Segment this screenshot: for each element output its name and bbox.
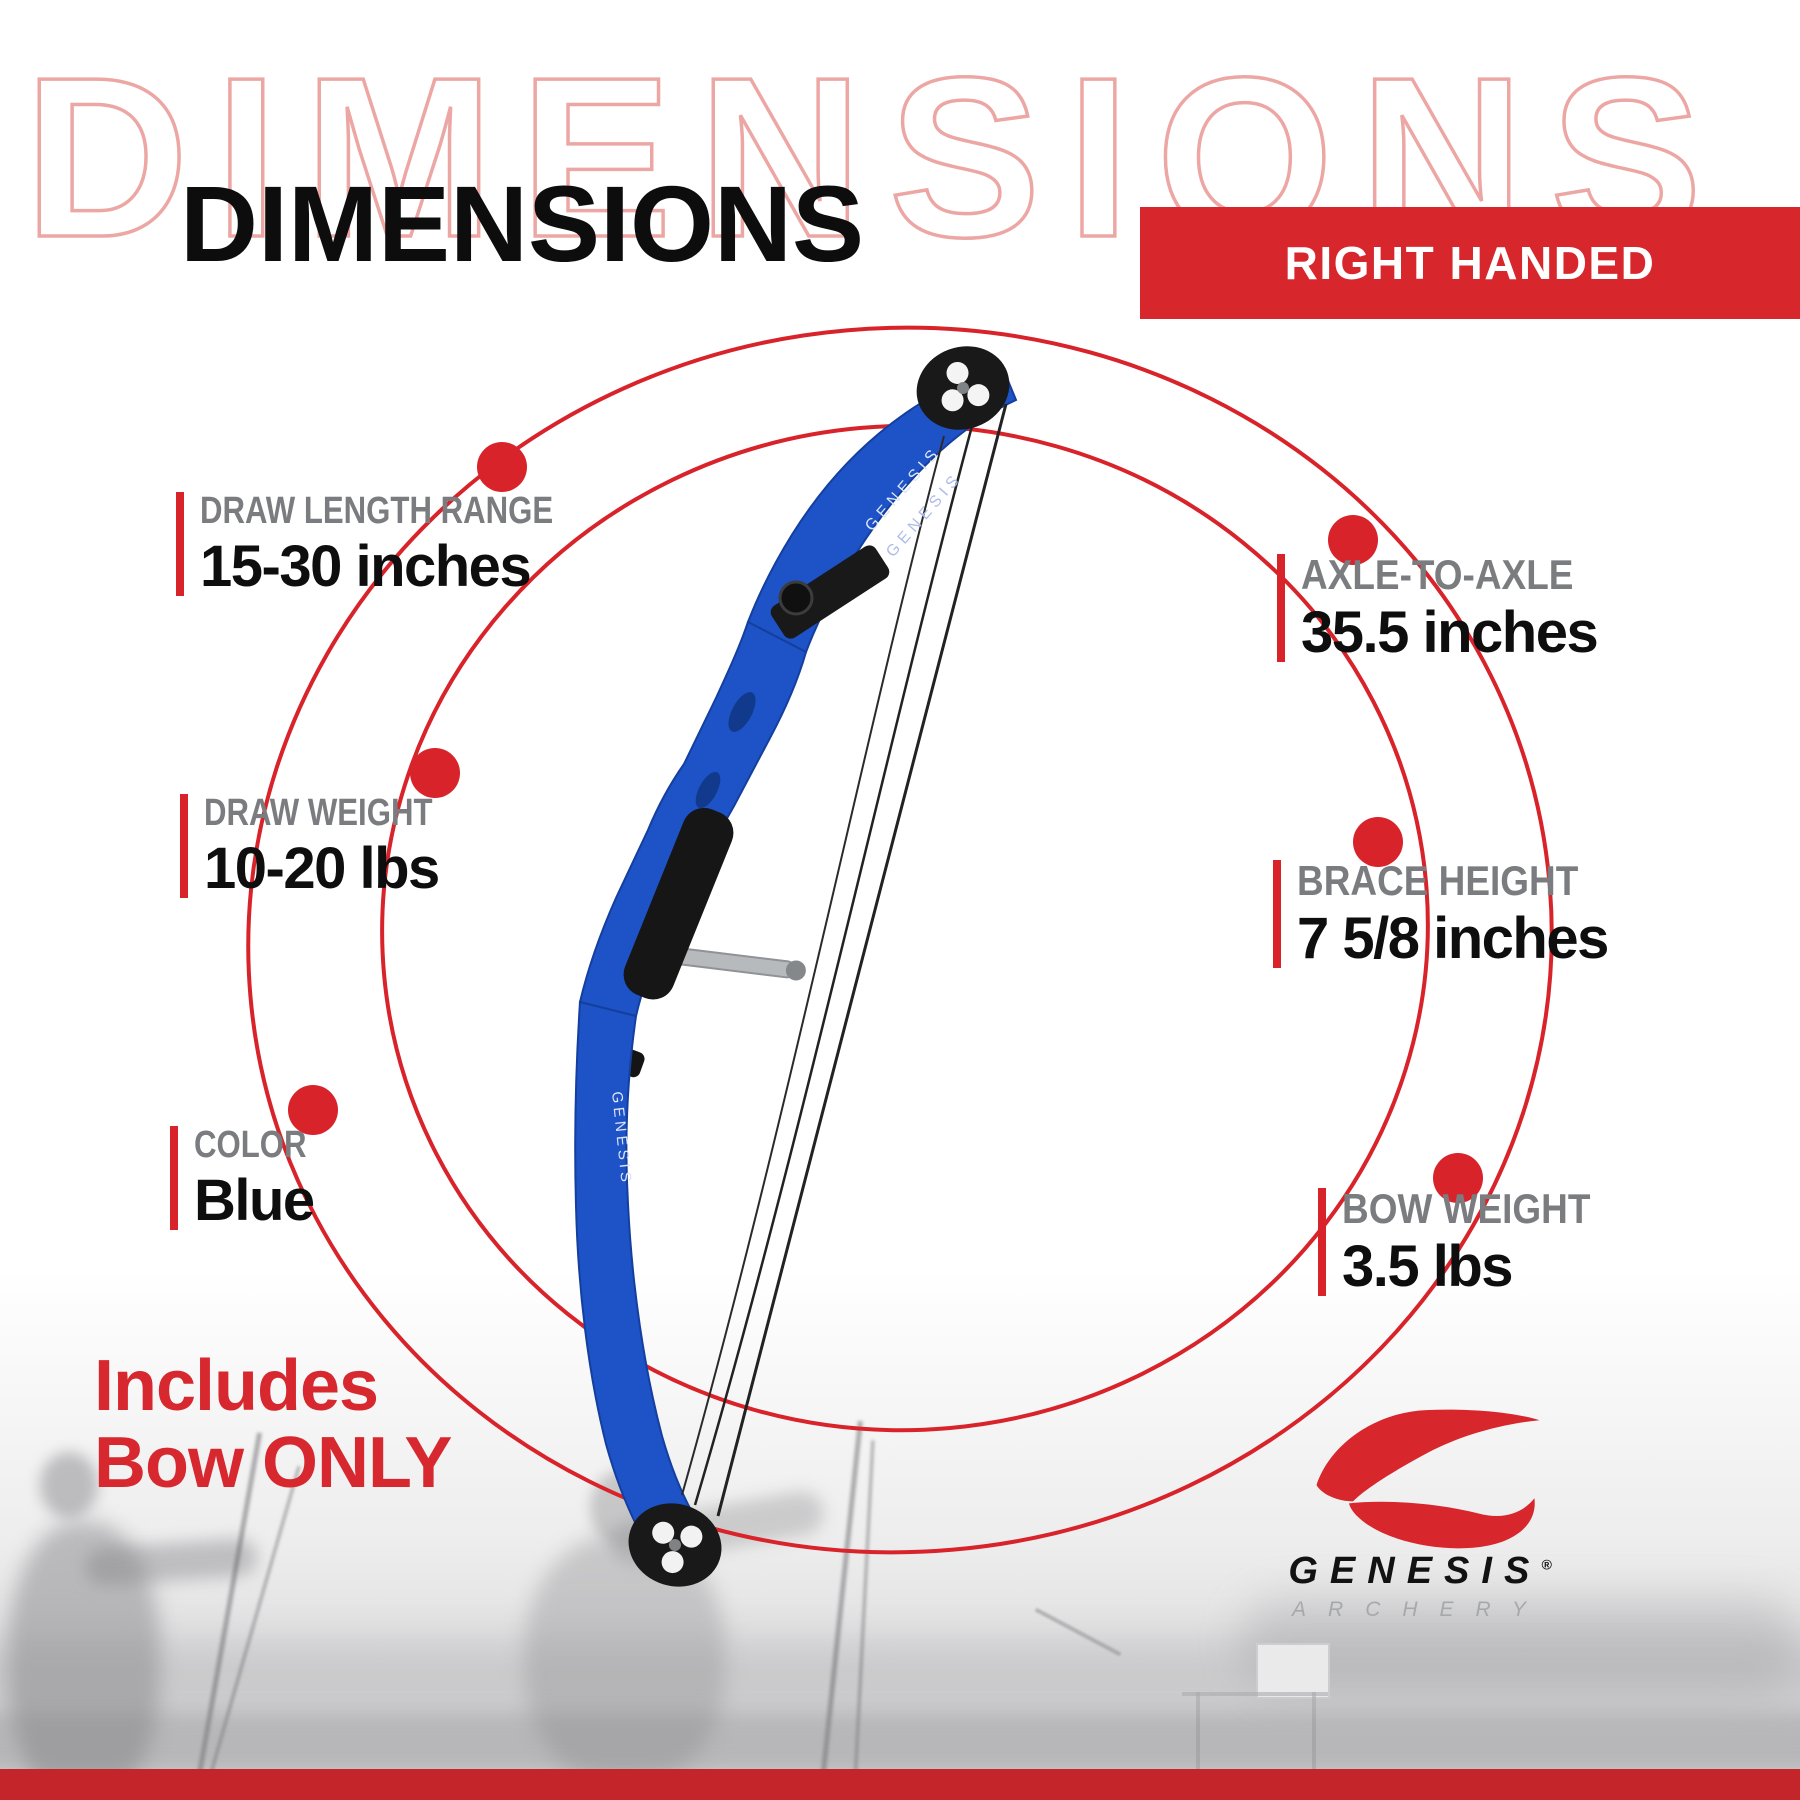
spec-accent-bar: [1318, 1188, 1326, 1296]
bow-lower-limb: [574, 1000, 694, 1538]
includes-note-line1: Includes: [94, 1346, 379, 1426]
brand-subtitle: ARCHERY: [1292, 1598, 1548, 1621]
spec-accent-bar: [180, 794, 188, 898]
spec-value: 7 5/8 inches: [1297, 906, 1609, 971]
background-target-stand-leg: [1312, 1692, 1316, 1792]
draw-weight-dot: [410, 748, 460, 798]
bow-weight-dot: [1433, 1153, 1483, 1203]
bow-cable: [693, 425, 974, 1506]
top-cam: [916, 346, 1010, 430]
spec-draw-weight: DRAW WEIGHT 10-20 lbs: [180, 794, 483, 898]
bow-grip: [623, 807, 734, 1000]
spec-label: COLOR: [194, 1124, 307, 1166]
riser-cutout: [728, 692, 756, 732]
background-archer-left-head: [40, 1452, 98, 1518]
axle-dot: [1328, 515, 1378, 565]
right-handed-label: RIGHT HANDED: [1284, 237, 1656, 289]
includes-note-line2: Bow ONLY: [94, 1423, 452, 1504]
spec-label: BRACE HEIGHT: [1297, 857, 1579, 904]
spec-value: Blue: [194, 1168, 315, 1233]
brand-wordmark: GENESIS®: [1240, 1550, 1600, 1593]
bottom-cam: [628, 1503, 722, 1587]
background-grass: [0, 1712, 1800, 1772]
draw-length-dot: [477, 442, 527, 492]
spec-accent-bar: [1273, 860, 1281, 968]
genesis-logo-icon: [1316, 1409, 1540, 1549]
brace-dot: [1353, 817, 1403, 867]
brand-name-text: GENESIS: [1288, 1550, 1542, 1592]
outer-ring: [246, 325, 1554, 1555]
spec-label: DRAW LENGTH RANGE: [200, 490, 554, 532]
sight-knob: [778, 580, 814, 616]
spec-axle-to-axle: AXLE-TO-AXLE 35.5 inches: [1277, 554, 1611, 662]
registered-mark: ®: [1541, 1556, 1552, 1573]
spec-value: 3.5 lbs: [1342, 1234, 1514, 1299]
page-title: DIMENSIONS: [180, 163, 865, 284]
spec-brace-height: BRACE HEIGHT 7 5/8 inches: [1273, 860, 1617, 968]
spec-label: BOW WEIGHT: [1342, 1185, 1591, 1232]
background-archer-left: [8, 1522, 160, 1800]
background-target-stand-leg: [1196, 1692, 1200, 1792]
spec-value: 15-30 inches: [200, 534, 532, 599]
footer-strip: [0, 1769, 1800, 1800]
spec-color: COLOR Blue: [170, 1126, 331, 1230]
riser-cutout: [695, 771, 721, 809]
bow-string: [716, 403, 1008, 1517]
includes-note: Includes Bow ONLY: [94, 1346, 452, 1504]
color-dot: [288, 1085, 338, 1135]
spec-label: DRAW WEIGHT: [204, 792, 433, 834]
inner-ring: [380, 423, 1430, 1433]
spec-label: AXLE-TO-AXLE: [1301, 551, 1574, 598]
spec-value: 10-20 lbs: [204, 836, 440, 901]
spec-accent-bar: [1277, 554, 1285, 662]
spec-accent-bar: [176, 492, 184, 596]
spec-value: 35.5 inches: [1301, 600, 1599, 665]
arrow-rest: [770, 545, 890, 639]
spec-accent-bar: [170, 1126, 178, 1230]
background-treeline-right: [1240, 1598, 1800, 1690]
background-target-stand: [1182, 1692, 1328, 1696]
spec-draw-length: DRAW LENGTH RANGE 15-30 inches: [176, 492, 631, 596]
background-treeline: [0, 1638, 1800, 1710]
right-handed-badge: RIGHT HANDED: [1140, 207, 1800, 319]
bow-cable: [681, 435, 945, 1496]
background-target: [1256, 1643, 1330, 1699]
spec-bow-weight: BOW WEIGHT 3.5 lbs: [1318, 1188, 1624, 1296]
